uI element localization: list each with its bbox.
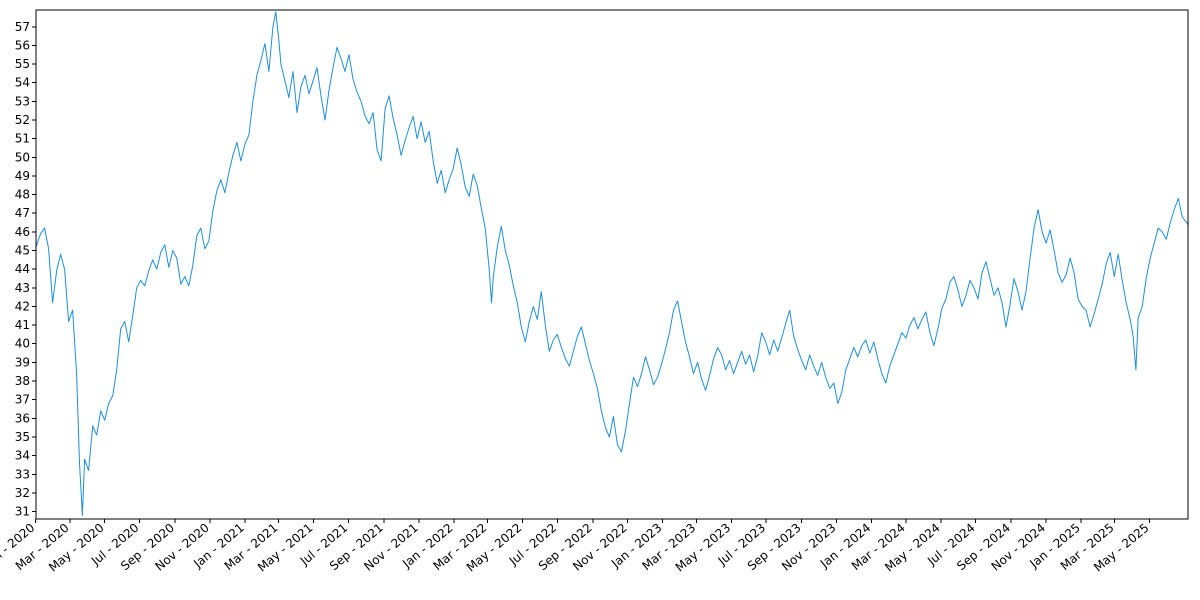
y-tick-label: 54: [15, 76, 30, 90]
y-tick-label: 39: [15, 355, 30, 369]
y-tick-label: 42: [15, 299, 30, 313]
y-tick-label: 57: [15, 20, 30, 34]
y-tick-label: 48: [15, 188, 30, 202]
y-axis: 31 32 33 34 35 36 37 38 39 40 41 42 43 44 45 46 47 48 49 50…: [15, 20, 36, 519]
y-tick-label: 45: [15, 244, 30, 258]
y-tick-label: 52: [15, 113, 30, 127]
y-tick-label: 35: [15, 430, 30, 444]
y-tick-label: 37: [15, 393, 30, 407]
y-tick-label: 47: [15, 206, 30, 220]
y-tick-label: 51: [15, 132, 30, 146]
y-tick-label: 56: [15, 38, 30, 52]
y-tick-label: 31: [15, 505, 30, 519]
y-tick-label: 33: [15, 467, 30, 481]
plot-frame: [35, 9, 1189, 520]
y-tick-label: 46: [15, 225, 30, 239]
y-tick-label: 50: [15, 150, 30, 164]
y-tick-label: 55: [15, 57, 30, 71]
y-tick-label: 34: [15, 449, 30, 463]
y-tick-label: 43: [15, 281, 30, 295]
y-tick-label: 44: [15, 262, 30, 276]
y-tick-label: 36: [15, 411, 30, 425]
series-line-1: [36, 11, 1188, 516]
plot-area: [36, 11, 1188, 516]
y-tick-label: 41: [15, 318, 30, 332]
y-tick-label: 38: [15, 374, 30, 388]
y-tick-label: 53: [15, 94, 30, 108]
y-tick-label: 40: [15, 337, 30, 351]
y-tick-label: 49: [15, 169, 30, 183]
y-tick-label: 32: [15, 486, 30, 500]
